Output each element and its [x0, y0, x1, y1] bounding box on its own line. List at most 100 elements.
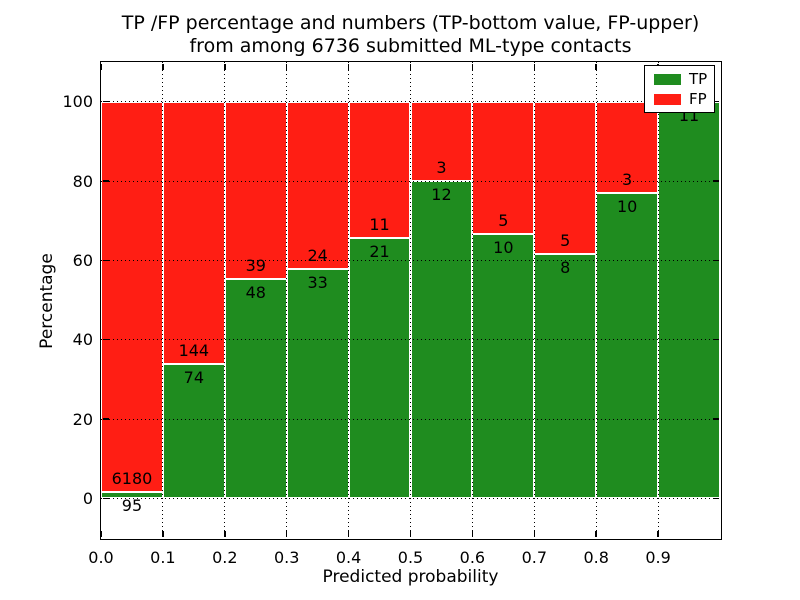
h-gridline — [101, 497, 720, 499]
x-tick-label: 0.6 — [459, 548, 486, 567]
x-tick — [471, 530, 474, 537]
tp-bar-segment — [286, 268, 349, 499]
y-tick-label: 20 — [72, 409, 93, 429]
x-tick — [533, 530, 536, 537]
v-gridline — [533, 62, 535, 538]
tp-bar-segment — [658, 101, 720, 499]
y-axis-title: Percentage — [37, 253, 57, 349]
legend-label-tp: TP — [689, 70, 708, 88]
tp-count-label: 10 — [493, 237, 514, 257]
v-gridline — [224, 62, 226, 538]
x-tick-top — [100, 63, 102, 70]
y-tick — [102, 418, 109, 420]
tp-count-label: 48 — [245, 283, 266, 303]
y-tick — [102, 338, 109, 341]
fp-count-label: 144 — [178, 340, 210, 360]
x-tick — [224, 530, 226, 537]
x-tick-top — [471, 63, 474, 70]
fp-count-label: 6180 — [111, 469, 153, 489]
v-gridline — [162, 62, 164, 538]
fp-bar-segment — [224, 101, 287, 280]
x-tick-top — [162, 63, 164, 70]
fp-count-label: 24 — [307, 245, 328, 265]
v-gridline — [471, 62, 473, 538]
tp-count-label: 12 — [431, 185, 452, 204]
fp-bar-segment — [286, 101, 349, 269]
x-tick — [409, 530, 412, 537]
chart-title-line1: TP /FP percentage and numbers (TP-bottom… — [121, 12, 700, 34]
tp-count-label: 74 — [183, 367, 205, 387]
x-tick-label: 0.7 — [521, 548, 548, 567]
y-tick-right — [712, 497, 719, 500]
x-tick-label: 0.1 — [150, 548, 176, 567]
x-tick — [595, 530, 597, 537]
tp-bar-segment — [224, 279, 287, 499]
x-tick-top — [347, 63, 350, 70]
legend-entry-fp: FP — [645, 91, 714, 107]
tp-bar-segment — [534, 254, 597, 499]
fp-bar-segment — [101, 101, 163, 493]
y-tick-right — [712, 100, 719, 103]
y-tick-label: 40 — [72, 330, 93, 350]
h-gridline — [101, 101, 720, 103]
v-gridline — [657, 62, 659, 538]
tp-count-label: 8 — [560, 258, 571, 278]
y-tick-label: 80 — [72, 171, 93, 191]
y-tick-right — [712, 418, 719, 420]
h-gridline — [101, 418, 720, 420]
fp-bar-segment — [162, 101, 225, 364]
chart-title-line2: from among 6736 submitted ML-type contac… — [189, 35, 632, 57]
tp-count-label: 33 — [307, 272, 328, 292]
x-tick — [100, 530, 102, 537]
h-gridline — [101, 259, 720, 261]
tp-swatch-icon — [654, 73, 681, 85]
tp-bar-segment — [348, 238, 411, 499]
y-tick-label: 60 — [72, 250, 93, 270]
y-tick — [102, 259, 109, 262]
x-tick — [285, 530, 288, 537]
x-tick-top — [285, 63, 288, 70]
x-tick-label: 0.4 — [335, 548, 362, 567]
x-axis-title: Predicted probability — [322, 567, 499, 587]
x-tick-top — [224, 63, 226, 70]
tp-count-label: 10 — [616, 197, 638, 217]
fp-count-label: 39 — [245, 256, 266, 276]
y-tick — [102, 497, 109, 500]
v-gridline — [348, 62, 350, 538]
y-tick — [102, 100, 109, 103]
tp-bar-segment — [472, 233, 535, 499]
tp-count-label: 95 — [121, 496, 143, 516]
chart-title: TP /FP percentage and numbers (TP-bottom… — [101, 12, 720, 58]
y-tick-label: 100 — [62, 92, 93, 112]
y-tick-right — [712, 259, 719, 262]
fp-count-label: 5 — [560, 231, 571, 251]
fp-count-label: 11 — [369, 215, 390, 235]
legend-label-fp: FP — [689, 90, 707, 108]
fp-bar-segment — [472, 101, 535, 234]
y-tick-right — [712, 338, 719, 341]
x-tick-top — [409, 63, 412, 70]
v-gridline — [286, 62, 288, 538]
v-gridline — [410, 62, 411, 538]
x-tick-label: 0.2 — [212, 548, 238, 567]
x-tick — [347, 530, 350, 537]
fp-count-label: 5 — [498, 210, 509, 230]
fp-count-label: 3 — [436, 158, 447, 177]
x-tick-label: 0.8 — [583, 548, 609, 567]
y-tick-label: 0 — [82, 488, 93, 508]
legend: TP FP — [644, 65, 715, 113]
tp-bar-segment — [162, 363, 225, 499]
x-tick-label: 0.0 — [88, 548, 114, 567]
x-tick-top — [533, 63, 536, 70]
y-tick — [102, 180, 109, 182]
fp-bar-segment — [348, 101, 411, 238]
y-tick-right — [712, 180, 719, 182]
tp-count-label: 21 — [369, 242, 390, 262]
v-gridline — [595, 62, 597, 538]
x-tick-label: 0.5 — [397, 548, 424, 567]
x-tick — [657, 530, 659, 537]
x-tick — [162, 530, 164, 537]
fp-swatch-icon — [654, 93, 681, 105]
x-tick-label: 0.3 — [273, 548, 300, 567]
